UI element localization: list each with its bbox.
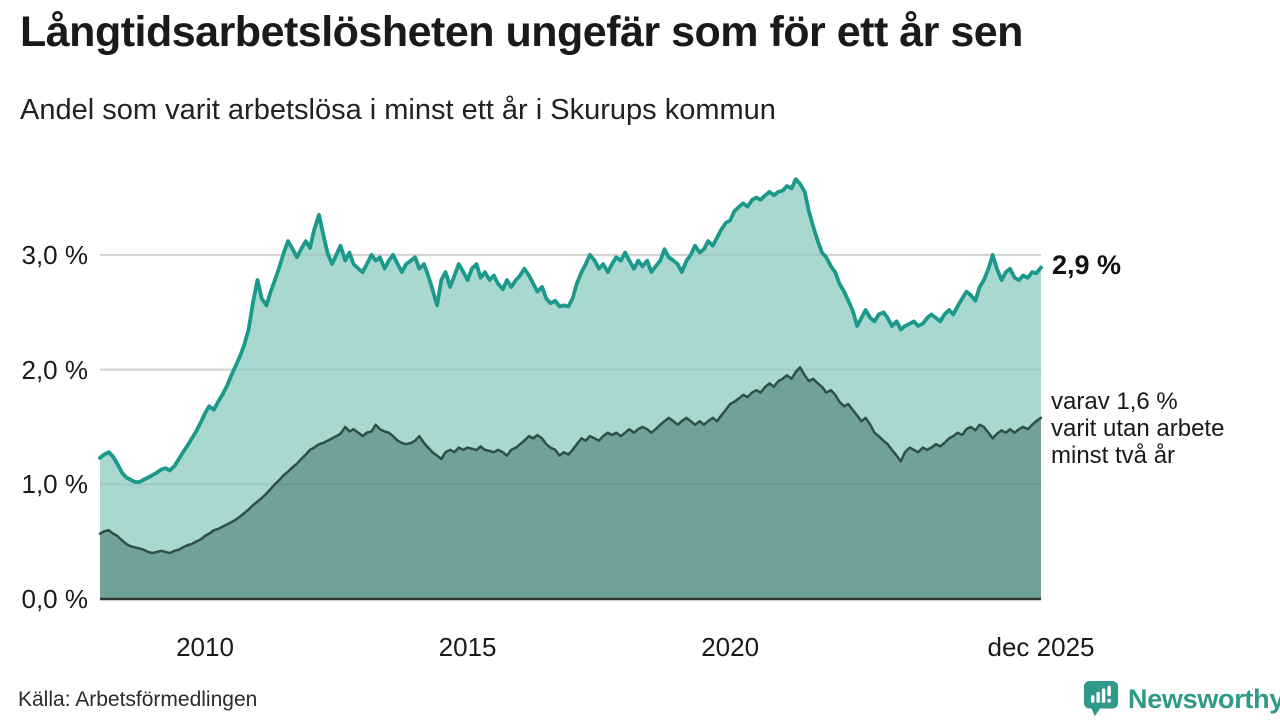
page-title: Långtidsarbetslösheten ungefär som för e… [20, 8, 1023, 56]
newsworthy-icon [1083, 680, 1119, 717]
y-tick-label: 0,0 % [21, 584, 89, 614]
y-tick-label: 2,0 % [21, 354, 89, 385]
source-caption: Källa: Arbetsförmedlingen [18, 688, 258, 711]
chart-subtitle: Andel som varit arbetslösa i minst ett å… [20, 94, 776, 126]
x-tick-label: dec 2025 [987, 632, 1095, 662]
newsworthy-logo: Newsworthy [1082, 679, 1280, 719]
two-year-annotation-line: varit utan arbete [1051, 415, 1225, 442]
newsworthy-wordmark: Newsworthy [1128, 684, 1280, 714]
latest-value-label: 2,9 % [1052, 250, 1122, 280]
y-tick-label: 3,0 % [21, 239, 89, 270]
two-year-annotation-line: varav 1,6 % [1051, 388, 1178, 415]
x-tick-label: 2010 [176, 632, 234, 662]
x-tick-label: 2020 [701, 632, 760, 662]
x-tick-label: 2015 [438, 632, 497, 662]
two-year-annotation-line: minst två år [1051, 442, 1176, 469]
two-year-annotation: varav 1,6 % varit utan arbete minst två … [1051, 388, 1224, 469]
y-tick-label: 1,0 % [21, 469, 89, 500]
